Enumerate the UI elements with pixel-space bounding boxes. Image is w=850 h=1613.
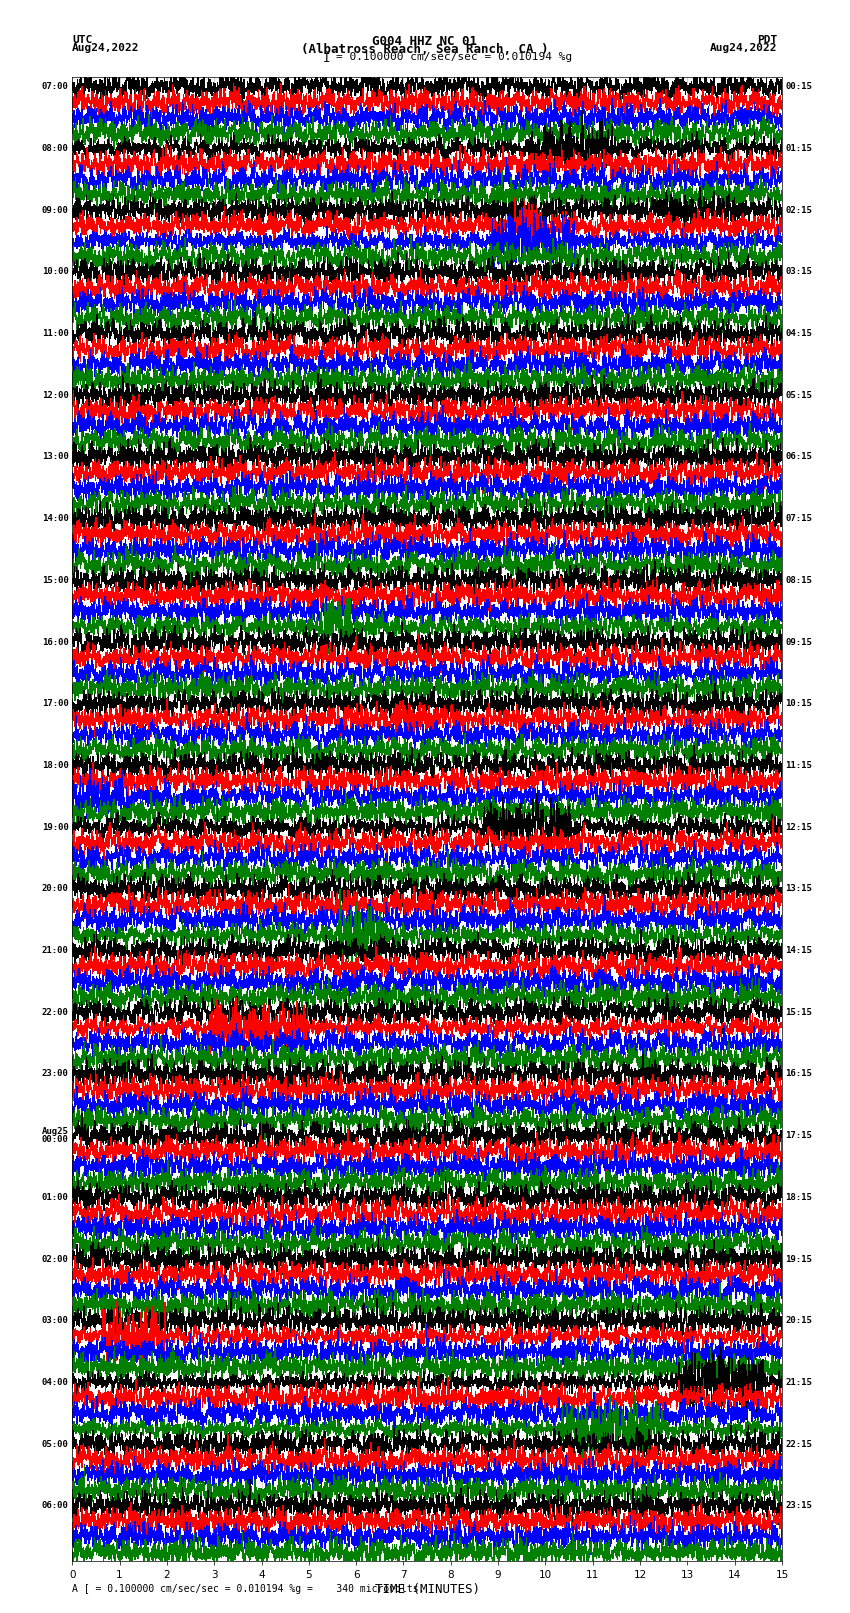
Text: 10:15: 10:15 <box>785 698 813 708</box>
Text: 07:00: 07:00 <box>42 82 69 92</box>
Text: 19:15: 19:15 <box>785 1255 813 1263</box>
Text: 06:15: 06:15 <box>785 452 813 461</box>
Text: PDT: PDT <box>757 35 778 45</box>
Text: 14:00: 14:00 <box>42 515 69 523</box>
Text: 21:15: 21:15 <box>785 1378 813 1387</box>
Text: Aug25: Aug25 <box>42 1127 69 1136</box>
Text: 13:15: 13:15 <box>785 884 813 894</box>
Text: 09:15: 09:15 <box>785 637 813 647</box>
Text: G004 HHZ NC 01: G004 HHZ NC 01 <box>372 35 478 48</box>
Text: Aug24,2022: Aug24,2022 <box>711 44 778 53</box>
Text: 20:15: 20:15 <box>785 1316 813 1326</box>
Text: 16:15: 16:15 <box>785 1069 813 1079</box>
Text: 23:00: 23:00 <box>42 1069 69 1079</box>
Text: 12:00: 12:00 <box>42 390 69 400</box>
Text: 09:00: 09:00 <box>42 205 69 215</box>
Text: 04:00: 04:00 <box>42 1378 69 1387</box>
Text: 10:00: 10:00 <box>42 268 69 276</box>
Text: 18:00: 18:00 <box>42 761 69 769</box>
Text: 11:00: 11:00 <box>42 329 69 339</box>
Text: 13:00: 13:00 <box>42 452 69 461</box>
Text: 08:00: 08:00 <box>42 144 69 153</box>
Text: 20:00: 20:00 <box>42 884 69 894</box>
Text: 08:15: 08:15 <box>785 576 813 586</box>
Text: 01:15: 01:15 <box>785 144 813 153</box>
Text: 22:15: 22:15 <box>785 1440 813 1448</box>
Text: 23:15: 23:15 <box>785 1502 813 1510</box>
Text: 19:00: 19:00 <box>42 823 69 832</box>
Text: 11:15: 11:15 <box>785 761 813 769</box>
Text: A [ = 0.100000 cm/sec/sec = 0.010194 %g =    340 microvolts.: A [ = 0.100000 cm/sec/sec = 0.010194 %g … <box>72 1584 425 1594</box>
Text: 02:00: 02:00 <box>42 1255 69 1263</box>
Text: 05:15: 05:15 <box>785 390 813 400</box>
Text: I: I <box>323 52 331 65</box>
Text: 15:00: 15:00 <box>42 576 69 586</box>
Text: 01:00: 01:00 <box>42 1194 69 1202</box>
Text: 21:00: 21:00 <box>42 945 69 955</box>
Text: 22:00: 22:00 <box>42 1008 69 1016</box>
Text: 00:15: 00:15 <box>785 82 813 92</box>
Text: 04:15: 04:15 <box>785 329 813 339</box>
Text: 06:00: 06:00 <box>42 1502 69 1510</box>
Text: 17:15: 17:15 <box>785 1131 813 1140</box>
Text: 07:15: 07:15 <box>785 515 813 523</box>
Text: UTC: UTC <box>72 35 93 45</box>
Text: 03:15: 03:15 <box>785 268 813 276</box>
Text: 00:00: 00:00 <box>42 1136 69 1144</box>
Text: 03:00: 03:00 <box>42 1316 69 1326</box>
Text: 02:15: 02:15 <box>785 205 813 215</box>
Text: 14:15: 14:15 <box>785 945 813 955</box>
Text: = 0.100000 cm/sec/sec = 0.010194 %g: = 0.100000 cm/sec/sec = 0.010194 %g <box>336 52 572 61</box>
Text: 15:15: 15:15 <box>785 1008 813 1016</box>
Text: 05:00: 05:00 <box>42 1440 69 1448</box>
Text: 18:15: 18:15 <box>785 1194 813 1202</box>
Text: Aug24,2022: Aug24,2022 <box>72 44 139 53</box>
Text: 16:00: 16:00 <box>42 637 69 647</box>
Text: 17:00: 17:00 <box>42 698 69 708</box>
Text: (Albatross Reach, Sea Ranch, CA ): (Albatross Reach, Sea Ranch, CA ) <box>301 44 549 56</box>
Text: 12:15: 12:15 <box>785 823 813 832</box>
X-axis label: TIME (MINUTES): TIME (MINUTES) <box>375 1584 479 1597</box>
